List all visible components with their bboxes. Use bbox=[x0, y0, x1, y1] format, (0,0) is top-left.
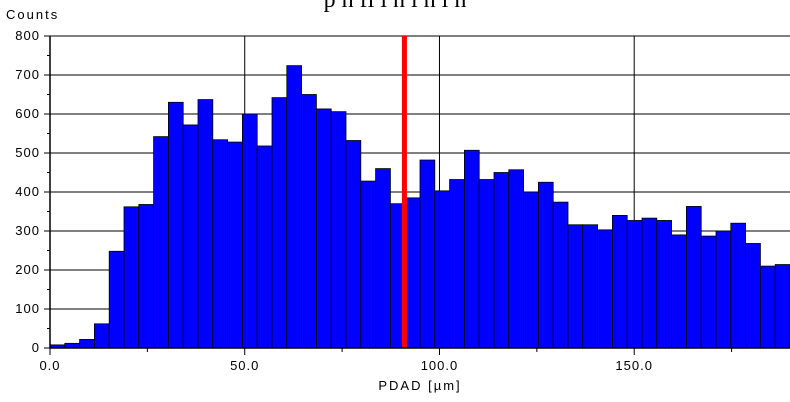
histogram-bar bbox=[94, 323, 110, 349]
histogram-bar bbox=[493, 172, 510, 349]
histogram-bar bbox=[671, 234, 687, 349]
histogram-bar bbox=[538, 181, 554, 349]
histogram-bar bbox=[641, 217, 658, 349]
histogram-bar bbox=[612, 214, 628, 349]
histogram-bar bbox=[241, 113, 258, 349]
histogram-bar bbox=[182, 124, 199, 349]
histogram-bar bbox=[79, 339, 95, 349]
histogram-bar bbox=[212, 139, 229, 349]
axes: 0 100 200 300 400 500 600 700 800 0.0 50.0 100.0 150… bbox=[15, 28, 790, 373]
histogram-bar bbox=[167, 101, 184, 349]
y-tick-label: 100 bbox=[15, 301, 40, 316]
histogram-bar bbox=[715, 230, 732, 349]
histogram-bar bbox=[404, 197, 421, 349]
y-tick-label: 400 bbox=[15, 184, 40, 199]
histogram-bar bbox=[567, 224, 584, 349]
histogram-bar bbox=[108, 250, 125, 349]
histogram-bar bbox=[330, 111, 347, 349]
histogram-bar bbox=[686, 206, 702, 349]
clipped-caption: p h fi i h l h l h bbox=[323, 0, 467, 13]
y-tick-label: 600 bbox=[15, 106, 40, 121]
x-tick-label: 100.0 bbox=[421, 358, 459, 373]
x-tick-label: 150.0 bbox=[615, 358, 653, 373]
y-axis-title: Counts bbox=[6, 7, 59, 22]
histogram-bar bbox=[345, 140, 362, 349]
histogram-bar bbox=[123, 206, 140, 349]
y-tick-label: 0 bbox=[32, 340, 40, 355]
x-axis-title: PDAD [µm] bbox=[378, 378, 461, 393]
histogram-bar bbox=[197, 99, 214, 349]
histogram-bar bbox=[360, 180, 376, 349]
histogram-bar bbox=[523, 191, 539, 349]
histogram-bar bbox=[271, 97, 288, 349]
histogram-bar bbox=[626, 220, 643, 349]
x-tick-label: 50.0 bbox=[230, 358, 259, 373]
histogram-bar bbox=[463, 149, 480, 349]
histogram-bars bbox=[49, 65, 790, 349]
histogram-bar bbox=[375, 168, 391, 349]
y-tick-label: 200 bbox=[15, 262, 40, 277]
histogram-bar bbox=[745, 243, 761, 349]
histogram-bar bbox=[153, 136, 169, 349]
y-tick-label: 500 bbox=[15, 145, 40, 160]
histogram-bar bbox=[301, 94, 317, 349]
histogram-bar bbox=[582, 224, 598, 349]
histogram-bar bbox=[508, 169, 524, 349]
y-tick-label: 800 bbox=[15, 28, 40, 43]
histogram-bar bbox=[286, 65, 302, 349]
y-tick-label: 300 bbox=[15, 223, 40, 238]
histogram-bar bbox=[552, 201, 569, 349]
histogram-bar bbox=[315, 108, 332, 349]
histogram-bar bbox=[449, 179, 465, 349]
histogram-bar bbox=[700, 235, 717, 349]
histogram-bar bbox=[227, 141, 243, 349]
histogram-bar bbox=[774, 264, 790, 349]
histogram-bar bbox=[597, 229, 613, 349]
histogram-bar bbox=[730, 222, 746, 349]
x-tick-label: 0.0 bbox=[39, 358, 60, 373]
histogram-bar bbox=[138, 204, 155, 349]
y-tick-label: 700 bbox=[15, 67, 40, 82]
histogram-bar bbox=[478, 179, 495, 349]
histogram-bar bbox=[419, 159, 436, 349]
clipped-caption-area: p h fi i h l h l h bbox=[0, 0, 790, 16]
histogram-bar bbox=[656, 220, 672, 349]
histogram-bar bbox=[256, 145, 273, 349]
histogram-bar bbox=[434, 190, 450, 349]
histogram-bar bbox=[760, 265, 776, 349]
